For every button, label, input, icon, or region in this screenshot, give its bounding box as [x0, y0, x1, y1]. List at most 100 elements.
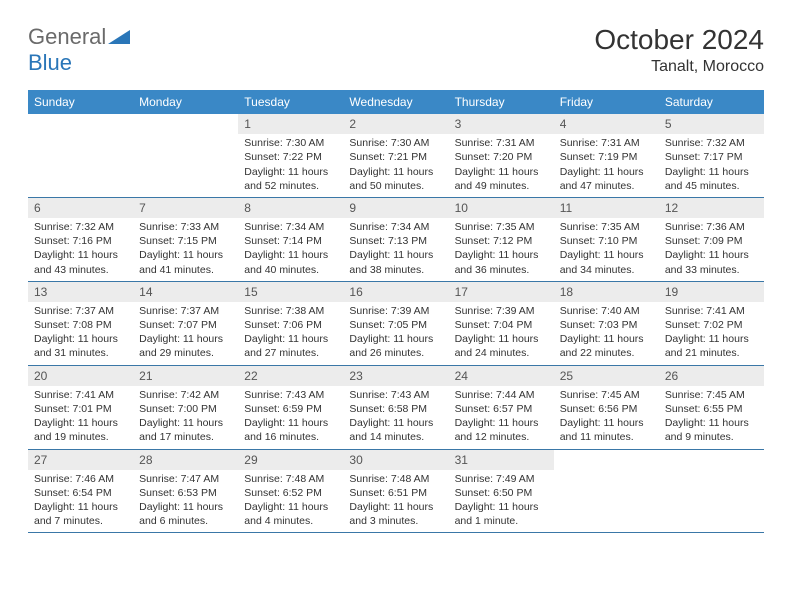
daylight-line: Daylight: 11 hours and 36 minutes. [455, 248, 548, 276]
daylight-line: Daylight: 11 hours and 34 minutes. [560, 248, 653, 276]
day-body: Sunrise: 7:31 AMSunset: 7:19 PMDaylight:… [554, 134, 659, 197]
daylight-line: Daylight: 11 hours and 9 minutes. [665, 416, 758, 444]
sunset-line: Sunset: 7:04 PM [455, 318, 548, 332]
week-row: 6Sunrise: 7:32 AMSunset: 7:16 PMDaylight… [28, 198, 764, 282]
day-cell: 3Sunrise: 7:31 AMSunset: 7:20 PMDaylight… [449, 114, 554, 197]
sunset-line: Sunset: 7:20 PM [455, 150, 548, 164]
sunrise-line: Sunrise: 7:43 AM [244, 388, 337, 402]
logo-text-a: General [28, 24, 106, 49]
daylight-line: Daylight: 11 hours and 41 minutes. [139, 248, 232, 276]
day-body: Sunrise: 7:33 AMSunset: 7:15 PMDaylight:… [133, 218, 238, 281]
day-body: Sunrise: 7:39 AMSunset: 7:05 PMDaylight:… [343, 302, 448, 365]
sunrise-line: Sunrise: 7:47 AM [139, 472, 232, 486]
day-body: Sunrise: 7:48 AMSunset: 6:52 PMDaylight:… [238, 470, 343, 533]
day-number: 4 [554, 114, 659, 134]
day-body: Sunrise: 7:35 AMSunset: 7:10 PMDaylight:… [554, 218, 659, 281]
sunset-line: Sunset: 7:12 PM [455, 234, 548, 248]
day-cell: 9Sunrise: 7:34 AMSunset: 7:13 PMDaylight… [343, 198, 448, 281]
day-number: 15 [238, 282, 343, 302]
title-block: October 2024 Tanalt, Morocco [594, 24, 764, 76]
day-body: Sunrise: 7:49 AMSunset: 6:50 PMDaylight:… [449, 470, 554, 533]
sunset-line: Sunset: 7:05 PM [349, 318, 442, 332]
sunset-line: Sunset: 6:58 PM [349, 402, 442, 416]
sunset-line: Sunset: 6:55 PM [665, 402, 758, 416]
daylight-line: Daylight: 11 hours and 21 minutes. [665, 332, 758, 360]
sunrise-line: Sunrise: 7:39 AM [455, 304, 548, 318]
day-number: 9 [343, 198, 448, 218]
day-cell: 1Sunrise: 7:30 AMSunset: 7:22 PMDaylight… [238, 114, 343, 197]
sunrise-line: Sunrise: 7:38 AM [244, 304, 337, 318]
day-number: 6 [28, 198, 133, 218]
daylight-line: Daylight: 11 hours and 3 minutes. [349, 500, 442, 528]
day-cell: 11Sunrise: 7:35 AMSunset: 7:10 PMDayligh… [554, 198, 659, 281]
day-body: Sunrise: 7:31 AMSunset: 7:20 PMDaylight:… [449, 134, 554, 197]
day-body: Sunrise: 7:34 AMSunset: 7:13 PMDaylight:… [343, 218, 448, 281]
sunrise-line: Sunrise: 7:45 AM [665, 388, 758, 402]
dow-cell: Tuesday [238, 90, 343, 114]
sunrise-line: Sunrise: 7:36 AM [665, 220, 758, 234]
day-body: Sunrise: 7:42 AMSunset: 7:00 PMDaylight:… [133, 386, 238, 449]
sunrise-line: Sunrise: 7:37 AM [139, 304, 232, 318]
sunrise-line: Sunrise: 7:32 AM [34, 220, 127, 234]
day-body: Sunrise: 7:41 AMSunset: 7:01 PMDaylight:… [28, 386, 133, 449]
day-body: Sunrise: 7:41 AMSunset: 7:02 PMDaylight:… [659, 302, 764, 365]
day-cell: 19Sunrise: 7:41 AMSunset: 7:02 PMDayligh… [659, 282, 764, 365]
week-row: 13Sunrise: 7:37 AMSunset: 7:08 PMDayligh… [28, 282, 764, 366]
day-number: 26 [659, 366, 764, 386]
daylight-line: Daylight: 11 hours and 31 minutes. [34, 332, 127, 360]
sunrise-line: Sunrise: 7:31 AM [560, 136, 653, 150]
day-body: Sunrise: 7:37 AMSunset: 7:07 PMDaylight:… [133, 302, 238, 365]
day-number: 17 [449, 282, 554, 302]
day-number: 20 [28, 366, 133, 386]
day-number: 7 [133, 198, 238, 218]
week-row: 1Sunrise: 7:30 AMSunset: 7:22 PMDaylight… [28, 114, 764, 198]
day-number: 22 [238, 366, 343, 386]
day-body: Sunrise: 7:32 AMSunset: 7:17 PMDaylight:… [659, 134, 764, 197]
day-number: 28 [133, 450, 238, 470]
day-number: 10 [449, 198, 554, 218]
sunrise-line: Sunrise: 7:40 AM [560, 304, 653, 318]
sunset-line: Sunset: 7:22 PM [244, 150, 337, 164]
daylight-line: Daylight: 11 hours and 49 minutes. [455, 165, 548, 193]
daylight-line: Daylight: 11 hours and 45 minutes. [665, 165, 758, 193]
sunset-line: Sunset: 6:50 PM [455, 486, 548, 500]
sunrise-line: Sunrise: 7:35 AM [455, 220, 548, 234]
dow-cell: Saturday [659, 90, 764, 114]
daylight-line: Daylight: 11 hours and 38 minutes. [349, 248, 442, 276]
sunrise-line: Sunrise: 7:48 AM [349, 472, 442, 486]
header: General Blue October 2024 Tanalt, Morocc… [28, 24, 764, 76]
sunset-line: Sunset: 7:10 PM [560, 234, 653, 248]
sunset-line: Sunset: 7:19 PM [560, 150, 653, 164]
day-cell: 12Sunrise: 7:36 AMSunset: 7:09 PMDayligh… [659, 198, 764, 281]
dow-cell: Friday [554, 90, 659, 114]
day-cell: 31Sunrise: 7:49 AMSunset: 6:50 PMDayligh… [449, 450, 554, 533]
day-number: 5 [659, 114, 764, 134]
empty-day-cell [554, 450, 659, 533]
day-number: 19 [659, 282, 764, 302]
sunrise-line: Sunrise: 7:30 AM [349, 136, 442, 150]
day-body: Sunrise: 7:46 AMSunset: 6:54 PMDaylight:… [28, 470, 133, 533]
daylight-line: Daylight: 11 hours and 40 minutes. [244, 248, 337, 276]
day-cell: 8Sunrise: 7:34 AMSunset: 7:14 PMDaylight… [238, 198, 343, 281]
day-cell: 29Sunrise: 7:48 AMSunset: 6:52 PMDayligh… [238, 450, 343, 533]
sunset-line: Sunset: 7:17 PM [665, 150, 758, 164]
sunrise-line: Sunrise: 7:48 AM [244, 472, 337, 486]
calendar-page: General Blue October 2024 Tanalt, Morocc… [0, 0, 792, 533]
daylight-line: Daylight: 11 hours and 1 minute. [455, 500, 548, 528]
dow-cell: Wednesday [343, 90, 448, 114]
daylight-line: Daylight: 11 hours and 11 minutes. [560, 416, 653, 444]
day-number: 18 [554, 282, 659, 302]
daylight-line: Daylight: 11 hours and 52 minutes. [244, 165, 337, 193]
day-body: Sunrise: 7:37 AMSunset: 7:08 PMDaylight:… [28, 302, 133, 365]
sunset-line: Sunset: 7:15 PM [139, 234, 232, 248]
day-cell: 14Sunrise: 7:37 AMSunset: 7:07 PMDayligh… [133, 282, 238, 365]
day-body: Sunrise: 7:45 AMSunset: 6:56 PMDaylight:… [554, 386, 659, 449]
day-cell: 28Sunrise: 7:47 AMSunset: 6:53 PMDayligh… [133, 450, 238, 533]
day-cell: 7Sunrise: 7:33 AMSunset: 7:15 PMDaylight… [133, 198, 238, 281]
daylight-line: Daylight: 11 hours and 27 minutes. [244, 332, 337, 360]
day-body: Sunrise: 7:47 AMSunset: 6:53 PMDaylight:… [133, 470, 238, 533]
sunset-line: Sunset: 6:57 PM [455, 402, 548, 416]
day-body: Sunrise: 7:48 AMSunset: 6:51 PMDaylight:… [343, 470, 448, 533]
daylight-line: Daylight: 11 hours and 14 minutes. [349, 416, 442, 444]
day-body: Sunrise: 7:32 AMSunset: 7:16 PMDaylight:… [28, 218, 133, 281]
